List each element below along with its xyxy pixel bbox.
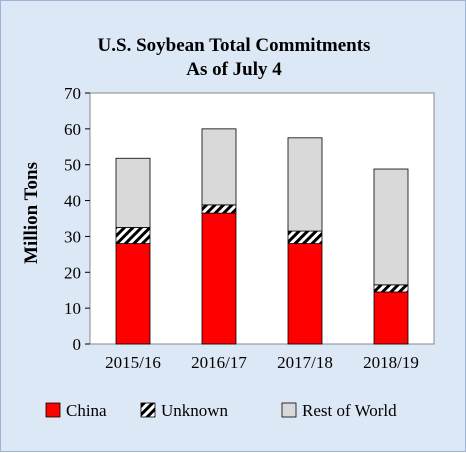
x-tick-label: 2017/18 [277,353,333,372]
bars [115,128,409,345]
x-axis: 2015/16 2016/17 2017/18 2018/19 [105,353,419,372]
legend-swatch [45,402,61,418]
bar-segment-unknown [373,284,409,293]
bar-segment-china [201,212,237,345]
x-tick-label: 2016/17 [191,353,247,372]
legend: China Unknown Rest of World [45,401,397,420]
bar-segment-china [373,291,409,345]
y-tick-label: 40 [64,192,81,211]
chart-subtitle: As of July 4 [186,59,282,80]
legend-label: Unknown [161,401,229,420]
y-tick-label: 60 [64,120,81,139]
bar-segment-china [115,243,151,345]
legend-swatch [140,402,156,418]
y-tick-label: 70 [64,84,81,103]
y-tick-label: 50 [64,156,81,175]
y-tick-label: 0 [73,335,82,354]
y-axis: 0 10 20 30 40 50 60 70 [64,84,90,354]
chart-title: U.S. Soybean Total Commitments [98,35,371,56]
legend-label: Rest of World [302,401,397,420]
legend-label: China [66,401,107,420]
bar-segment-unknown [201,204,237,214]
bar-segment-unknown [287,230,323,245]
bar-segment-rest-of-world [373,168,409,286]
y-tick-label: 10 [64,299,81,318]
y-tick-label: 20 [64,263,81,282]
y-tick-label: 30 [64,227,81,246]
bar-segment-rest-of-world [115,157,151,228]
bar-segment-china [287,243,323,345]
bar-segment-unknown [115,227,151,244]
y-axis-label: Million Tons [21,162,42,264]
legend-swatch [281,402,297,418]
x-tick-label: 2018/19 [363,353,419,372]
x-tick-label: 2015/16 [105,353,161,372]
bar-segment-rest-of-world [287,137,323,232]
bar-segment-rest-of-world [201,128,237,206]
